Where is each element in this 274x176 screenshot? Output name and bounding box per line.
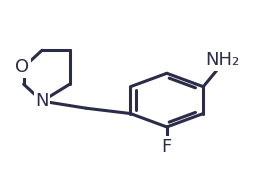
- Text: F: F: [162, 138, 172, 156]
- Text: NH₂: NH₂: [205, 51, 239, 69]
- Text: O: O: [15, 58, 29, 76]
- Text: N: N: [35, 92, 49, 110]
